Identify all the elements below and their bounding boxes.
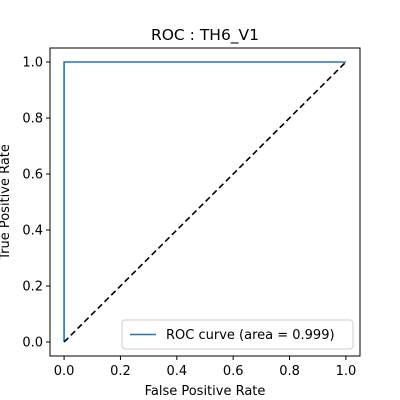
legend: ROC curve (area = 0.999): [121, 319, 354, 350]
legend-label-roc: ROC curve (area = 0.999): [166, 328, 335, 343]
plot-area: [63, 61, 347, 343]
x-tick-label: 0.0: [54, 364, 75, 379]
chart-title: ROC : TH6_V1: [151, 26, 259, 45]
x-tick-label: 1.0: [336, 364, 357, 379]
y-tick-label: 0.0: [22, 336, 43, 351]
x-tick-label: 0.8: [279, 364, 300, 379]
x-tick-label: 0.6: [223, 364, 244, 379]
legend-box: [121, 319, 354, 350]
y-tick-label: 1.0: [22, 56, 43, 71]
x-tick-label: 0.4: [166, 364, 187, 379]
y-tick-label: 0.4: [22, 224, 43, 239]
y-axis: 0.0 0.2 0.4 0.6 0.8 1.0: [22, 56, 50, 351]
y-axis-title: True Positive Rate: [0, 144, 13, 261]
x-tick-label: 0.2: [110, 364, 131, 379]
y-tick-label: 0.8: [22, 112, 43, 127]
x-axis: 0.0 0.2 0.4 0.6 0.8 1.0: [54, 356, 357, 379]
x-axis-title: False Positive Rate: [145, 384, 266, 399]
chance-diagonal-line: [63, 61, 347, 343]
y-tick-label: 0.2: [22, 280, 43, 295]
plot-frame: [49, 47, 361, 357]
y-tick-label: 0.6: [22, 168, 43, 183]
roc-curve-line: [63, 61, 346, 342]
